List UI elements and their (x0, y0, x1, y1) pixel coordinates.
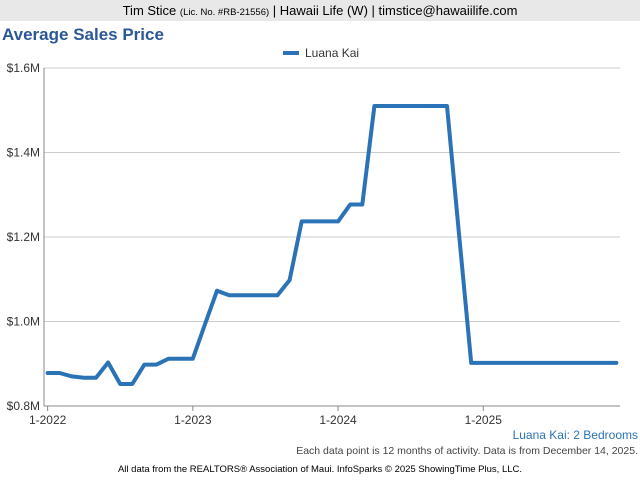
legend[interactable]: Luana Kai (283, 46, 359, 60)
x-tick-label: 1-2024 (319, 413, 357, 427)
y-tick-label: $1.4M (7, 146, 40, 160)
grid-lines (44, 67, 620, 407)
agent-name: Tim Stice (122, 3, 177, 18)
agent-contact: | Hawaii Life (W) | timstice@hawaiilife.… (272, 3, 518, 18)
x-tick-label: 1-2022 (29, 413, 67, 427)
x-axis: 1-2022 1-2023 1-2024 1-2025 (29, 405, 620, 427)
legend-swatch (283, 51, 299, 55)
series-group (45, 104, 619, 386)
data-note: Each data point is 12 months of activity… (296, 445, 638, 457)
x-tick-label: 1-2023 (174, 413, 212, 427)
y-tick-label: $1.0M (7, 315, 40, 329)
footer-credit: All data from the REALTORS® Association … (117, 464, 523, 475)
y-tick-label: $0.8M (7, 399, 40, 413)
y-tick-label: $1.6M (7, 61, 40, 75)
agent-license: (Lic. No. #RB-21556) (179, 7, 270, 18)
chart-caption: Luana Kai: 2 Bedrooms (512, 428, 638, 442)
legend-label: Luana Kai (305, 46, 360, 60)
chart-title: Average Sales Price (2, 25, 164, 44)
series-line-luana-kai (45, 104, 619, 386)
x-tick-label: 1-2025 (465, 413, 503, 427)
agent-header: Tim Stice (Lic. No. #RB-21556) | Hawaii … (0, 0, 640, 21)
y-axis: $0.8M $1.0M $1.2M $1.4M $1.6M (7, 61, 45, 413)
y-tick-label: $1.2M (7, 230, 40, 244)
